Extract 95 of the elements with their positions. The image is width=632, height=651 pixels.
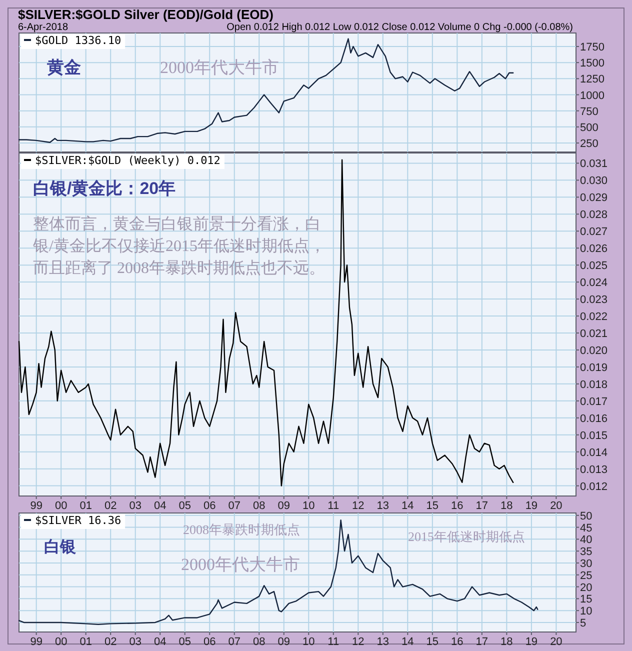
x-tick-label: 12 [352, 636, 364, 648]
x-tick-label: 18 [500, 500, 513, 512]
annotation: 黄金 [46, 58, 81, 77]
x-tick-label: 10 [302, 500, 315, 512]
x-tick-label: 15 [426, 500, 439, 512]
x-tick-label: 03 [129, 636, 142, 648]
annotation: 白银/黄金比：20年 [33, 179, 176, 198]
y-tick-label: 0.015 [580, 430, 608, 442]
x-tick-label: 00 [54, 500, 68, 512]
x-tick-label: 18 [500, 636, 513, 648]
x-tick-label: 02 [104, 636, 117, 648]
y-tick-label: 10 [580, 606, 592, 618]
x-tick-label: 19 [525, 636, 538, 648]
x-tick-label: 08 [253, 636, 266, 648]
x-tick-label: 20 [550, 500, 562, 512]
x-tick-label: 01 [80, 636, 92, 648]
legend-label: $SILVER:$GOLD (Weekly) 0.012 [35, 154, 220, 167]
y-tick-label: 0.013 [580, 464, 608, 476]
y-tick-label: 0.026 [580, 243, 608, 256]
y-tick-label: 20 [580, 582, 592, 594]
x-tick-label: 06 [203, 500, 216, 512]
y-tick-label: 25 [580, 570, 592, 582]
y-tick-label: 0.029 [580, 192, 608, 204]
x-tick-label: 14 [402, 500, 414, 512]
x-tick-label: 15 [426, 636, 439, 648]
y-tick-label: 750 [580, 106, 598, 118]
y-tick-label: 0.020 [580, 344, 608, 357]
x-tick-label: 03 [129, 500, 142, 512]
annotation: 2000年代大牛市 [160, 58, 279, 77]
x-tick-label: 17 [476, 636, 488, 648]
y-tick-label: 1250 [580, 74, 604, 86]
legend-label: $SILVER 16.36 [35, 514, 122, 527]
x-tick-label: 99 [30, 500, 42, 512]
x-tick-label: 05 [178, 500, 191, 512]
x-tick-label: 11 [328, 500, 340, 512]
x-tick-label: 20 [550, 636, 562, 648]
x-tick-label: 16 [451, 636, 464, 648]
y-tick-label: 500 [580, 122, 598, 134]
x-tick-label: 13 [376, 500, 390, 512]
y-tick-label: 1000 [580, 90, 604, 102]
y-tick-label: 1750 [580, 42, 604, 54]
y-tick-label: 250 [580, 138, 598, 150]
y-tick-label: 0.023 [580, 294, 608, 306]
y-tick-label: 0.027 [580, 226, 608, 238]
text: Open 0.012 High 0.012 Low 0.012 Close 0.012 Volume 0 Chg -0.000 (-0.08%) [226, 22, 573, 33]
x-tick-label: 02 [104, 500, 117, 512]
y-tick-label: 40 [580, 534, 592, 546]
y-tick-label: 0.028 [580, 209, 608, 222]
x-tick-label: 04 [154, 500, 166, 512]
y-tick-label: 1500 [580, 58, 604, 70]
x-tick-label: 07 [228, 636, 240, 648]
x-tick-label: 19 [525, 500, 538, 512]
x-tick-label: 11 [328, 636, 340, 648]
x-tick-label: 05 [178, 636, 191, 648]
x-tick-label: 99 [30, 636, 42, 648]
y-tick-label: 45 [580, 522, 592, 534]
chart-title: $SILVER:$GOLD Silver (EOD)/Gold (EOD) [18, 7, 274, 22]
x-tick-label: 09 [278, 636, 290, 648]
y-tick-label: 0.019 [580, 362, 608, 374]
x-tick-label: 10 [302, 636, 315, 648]
x-tick-label: 06 [203, 636, 216, 648]
x-tick-label: 07 [228, 500, 240, 512]
x-tick-label: 01 [80, 500, 92, 512]
y-tick-label: 50 [580, 510, 592, 522]
x-tick-label: 09 [278, 500, 290, 512]
x-tick-label: 13 [376, 636, 390, 648]
x-tick-label: 04 [154, 636, 166, 648]
y-tick-label: 0.025 [580, 260, 608, 272]
y-tick-label: 0.022 [580, 311, 608, 324]
y-tick-label: 0.014 [580, 446, 608, 459]
x-tick-label: 00 [54, 636, 68, 648]
x-tick-label: 08 [253, 500, 266, 512]
x-tick-label: 16 [451, 500, 464, 512]
y-tick-label: 0.018 [580, 378, 608, 391]
y-tick-label: 0.017 [580, 396, 608, 408]
annotation: 2015年低迷时期低点 [408, 529, 525, 544]
y-tick-label: 0.031 [580, 158, 608, 170]
legend-label: $GOLD 1336.10 [35, 34, 122, 47]
y-tick-label: 5 [580, 617, 586, 630]
y-tick-label: 15 [580, 594, 592, 606]
annotation: 整体而言，黄金与白银前景十分看涨，白银/黄金比不仅接近2015年低迷时期低点，而且距离了 2008年暴跌时期低点也不远。 [32, 215, 326, 277]
y-tick-label: 0.024 [580, 277, 608, 290]
y-tick-label: 0.030 [580, 175, 608, 188]
x-tick-label: 14 [402, 636, 414, 648]
y-tick-label: 0.012 [580, 480, 608, 493]
annotation: 2000年代大牛市 [181, 555, 300, 574]
x-tick-label: 17 [476, 500, 488, 512]
annotation: 2008年暴跌时期低点 [183, 522, 300, 537]
y-tick-label: 0.021 [580, 328, 608, 340]
chart-subtitle: 6-Apr-2018 [18, 22, 68, 33]
y-tick-label: 30 [580, 558, 592, 570]
annotation: 白银 [44, 538, 77, 556]
y-tick-label: 35 [580, 546, 592, 558]
x-tick-label: 12 [352, 500, 364, 512]
y-tick-label: 0.016 [580, 412, 608, 425]
